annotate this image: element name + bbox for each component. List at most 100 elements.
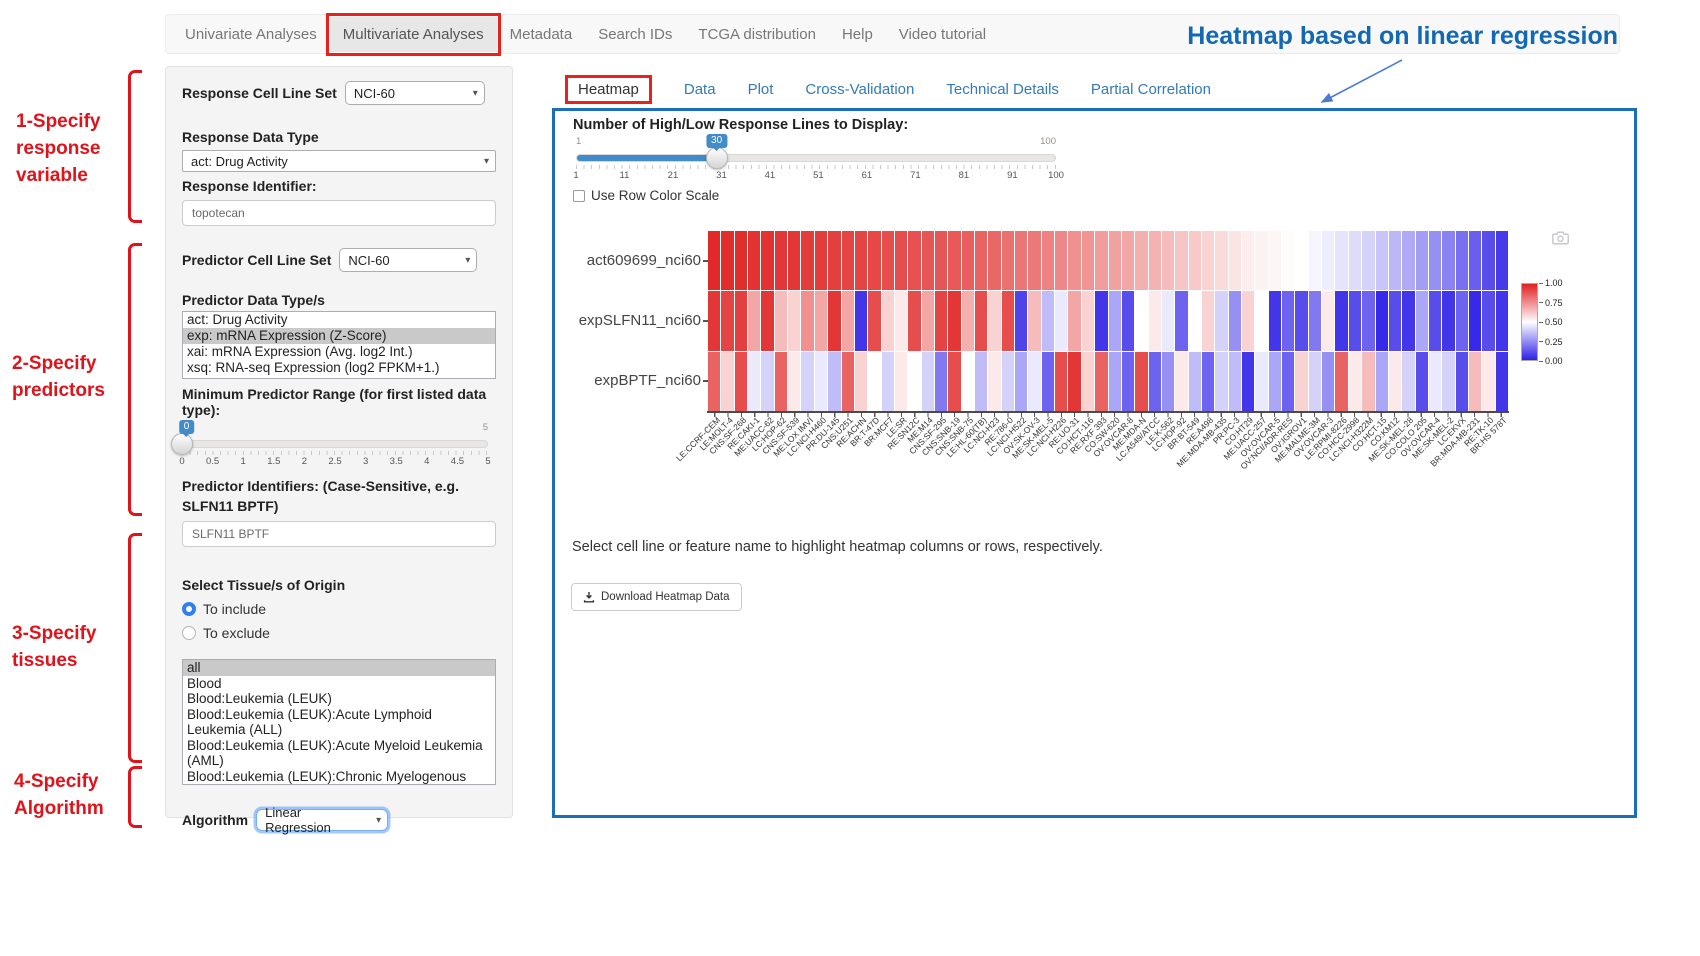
heatmap-cell bbox=[1362, 351, 1375, 411]
tick-label: 21 bbox=[667, 170, 679, 181]
heatmap-cell bbox=[1455, 351, 1468, 411]
tissue-option-blood-leukemia-leuk-acute-myeloid-leukemia-aml[interactable]: Blood:Leukemia (LEUK):Acute Myeloid Leuk… bbox=[187, 737, 483, 769]
heatmap-row-label-expslfn11-nci60[interactable]: expSLFN11_nci60 bbox=[578, 312, 701, 329]
lines-to-display-slider[interactable]: 1 100 30 1 11 21 31 41 51 61 71 81 91 100 bbox=[573, 134, 1064, 182]
heatmap-cell bbox=[1428, 291, 1442, 351]
download-heatmap-data-button[interactable]: Download Heatmap Data bbox=[571, 583, 742, 611]
response-data-type-select[interactable]: act: Drug Activity ▾ bbox=[182, 150, 496, 172]
heatmap-cell bbox=[1121, 231, 1135, 291]
heatmap-cell bbox=[894, 351, 908, 411]
heatmap-cell bbox=[1442, 351, 1455, 411]
heatmap-cell bbox=[908, 291, 921, 351]
heatmap-cell bbox=[774, 351, 788, 411]
radio-unselected-icon[interactable] bbox=[182, 626, 196, 640]
tissue-option-blood-leukemia-leuk-acute-lymphoid-leukemia-all[interactable]: Blood:Leukemia (LEUK):Acute Lymphoid Leu… bbox=[187, 706, 432, 738]
tissue-option-blood[interactable]: Blood bbox=[187, 675, 222, 691]
tab-plot[interactable]: Plot bbox=[747, 81, 774, 98]
heatmap-cell bbox=[1015, 231, 1028, 291]
heatmap-cell bbox=[734, 351, 748, 411]
heatmap-cell bbox=[1228, 231, 1241, 291]
annotation-step-3: 3-Specify tissues bbox=[12, 623, 97, 671]
heatmap-cell bbox=[1468, 351, 1482, 411]
predictor-type-option-act-drug-activity[interactable]: act: Drug Activity bbox=[187, 312, 288, 327]
slider-track[interactable] bbox=[576, 154, 1056, 162]
nav-item-univariate-analyses[interactable]: Univariate Analyses bbox=[185, 25, 317, 43]
nav-item-tcga-distribution[interactable]: TCGA distribution bbox=[698, 25, 816, 43]
response-cell-line-set-select[interactable]: NCI-60 ▾ bbox=[344, 81, 485, 105]
tissue-option-blood-leukemia-leuk-chronic-myelogenous-leukemia-cml[interactable]: Blood:Leukemia (LEUK):Chronic Myelogenou… bbox=[187, 768, 467, 784]
heatmap-cell bbox=[1188, 351, 1201, 411]
heatmap-cell bbox=[1081, 231, 1095, 291]
heatmap-x-axis-line bbox=[707, 411, 1509, 413]
heatmap-cell bbox=[1001, 351, 1015, 411]
tick-label: 2 bbox=[301, 456, 308, 467]
heatmap-cell bbox=[1055, 291, 1068, 351]
heatmap-cell bbox=[774, 291, 788, 351]
nav-item-multivariate-analyses[interactable]: Multivariate Analyses bbox=[325, 12, 501, 56]
heatmap-x-axis-ticks bbox=[708, 413, 1508, 417]
tissue-include-radio[interactable]: To include bbox=[182, 601, 496, 617]
heatmap-cell bbox=[1455, 231, 1468, 291]
heatmap-cell bbox=[1322, 291, 1335, 351]
predictor-type-option-exp-mrna-expression-z-score[interactable]: exp: mRNA Expression (Z-Score) bbox=[183, 328, 495, 344]
heatmap-cell bbox=[1375, 291, 1388, 351]
heatmap-grid[interactable] bbox=[708, 231, 1508, 411]
slider-tick-labels: 1 11 21 31 41 51 61 71 81 91 100 bbox=[573, 170, 1064, 182]
response-identifier-input[interactable]: topotecan bbox=[182, 200, 496, 226]
heatmap-help-note: Select cell line or feature name to high… bbox=[572, 539, 1103, 555]
tissue-listbox[interactable]: all Blood Blood:Leukemia (LEUK) Blood:Leuke… bbox=[182, 659, 496, 785]
nav-item-metadata[interactable]: Metadata bbox=[509, 25, 573, 43]
use-row-color-scale-checkbox[interactable] bbox=[573, 189, 585, 202]
annotation-step-4: 4-Specify Algorithm bbox=[14, 771, 104, 819]
camera-icon[interactable] bbox=[1552, 231, 1569, 245]
colorbar-tick-label: 0.25 bbox=[1539, 337, 1563, 347]
slider-track[interactable] bbox=[182, 440, 488, 448]
heatmap-cell bbox=[1495, 351, 1508, 411]
colorbar-tick-label: 0.50 bbox=[1539, 317, 1563, 327]
heatmap-cell bbox=[761, 291, 774, 351]
predictor-type-option-xai-mrna-expression-avg-log2-int[interactable]: xai: mRNA Expression (Avg. log2 Int.) bbox=[187, 344, 413, 359]
heatmap-cell bbox=[1282, 351, 1295, 411]
tab-cross-validation[interactable]: Cross-Validation bbox=[805, 81, 915, 98]
tab-partial-correlation[interactable]: Partial Correlation bbox=[1090, 81, 1211, 98]
use-row-color-scale-option[interactable]: Use Row Color Scale bbox=[573, 188, 719, 203]
heatmap-cell bbox=[1348, 231, 1362, 291]
heatmap-cell bbox=[1268, 291, 1282, 351]
algorithm-select[interactable]: Linear Regression ▾ bbox=[256, 805, 389, 835]
tick-label: 4.5 bbox=[450, 456, 464, 467]
min-predictor-range-slider[interactable]: 5 0 0 0.5 1 1.5 2 2.5 3 3.5 4 4.5 5 bbox=[171, 420, 491, 468]
heatmap-cell bbox=[894, 291, 908, 351]
nav-item-video-tutorial[interactable]: Video tutorial bbox=[898, 25, 987, 43]
tick-label: 1 bbox=[240, 456, 246, 467]
predictor-data-types-listbox[interactable]: act: Drug Activity exp: mRNA Expression (… bbox=[182, 311, 496, 379]
predictor-type-option-xsq-rna-seq-expression-log2-fpkm-1[interactable]: xsq: RNA-seq Expression (log2 FPKM+1.) bbox=[187, 360, 440, 375]
heatmap-cell bbox=[828, 291, 841, 351]
heatmap-cell bbox=[801, 291, 814, 351]
predictor-cell-line-set-value: NCI-60 bbox=[348, 252, 390, 268]
tab-heatmap[interactable]: Heatmap bbox=[565, 75, 652, 104]
heatmap-cell bbox=[1308, 231, 1322, 291]
heatmap-cell bbox=[1362, 291, 1375, 351]
tick-label: 51 bbox=[813, 170, 824, 181]
tab-data[interactable]: Data bbox=[683, 81, 716, 98]
tab-technical-details[interactable]: Technical Details bbox=[946, 81, 1059, 98]
tick-label: 5 bbox=[485, 456, 491, 467]
nav-item-help[interactable]: Help bbox=[841, 25, 873, 43]
heatmap-cell bbox=[1015, 291, 1028, 351]
heatmap-cell bbox=[1282, 291, 1295, 351]
heatmap-cell bbox=[975, 351, 988, 411]
tissue-exclude-radio[interactable]: To exclude bbox=[182, 625, 496, 641]
heatmap-cell bbox=[841, 231, 854, 291]
predictor-identifiers-input[interactable]: SLFN11 BPTF bbox=[182, 521, 496, 547]
heatmap-row-label-act609699-nci60[interactable]: act609699_nci60 bbox=[586, 252, 701, 269]
heatmap-cell bbox=[1041, 291, 1055, 351]
heatmap-row-label-expbptf-nci60[interactable]: expBPTF_nci60 bbox=[594, 372, 701, 389]
tissue-option-blood-leukemia-leuk[interactable]: Blood:Leukemia (LEUK) bbox=[187, 691, 332, 706]
radio-selected-icon[interactable] bbox=[182, 602, 196, 616]
nav-item-search-ids[interactable]: Search IDs bbox=[598, 25, 673, 43]
tissue-include-label: To include bbox=[203, 601, 267, 617]
slider-thumb[interactable] bbox=[171, 433, 193, 455]
predictor-cell-line-set-select[interactable]: NCI-60 ▾ bbox=[339, 248, 478, 272]
tissue-option-all[interactable]: all bbox=[183, 660, 495, 676]
